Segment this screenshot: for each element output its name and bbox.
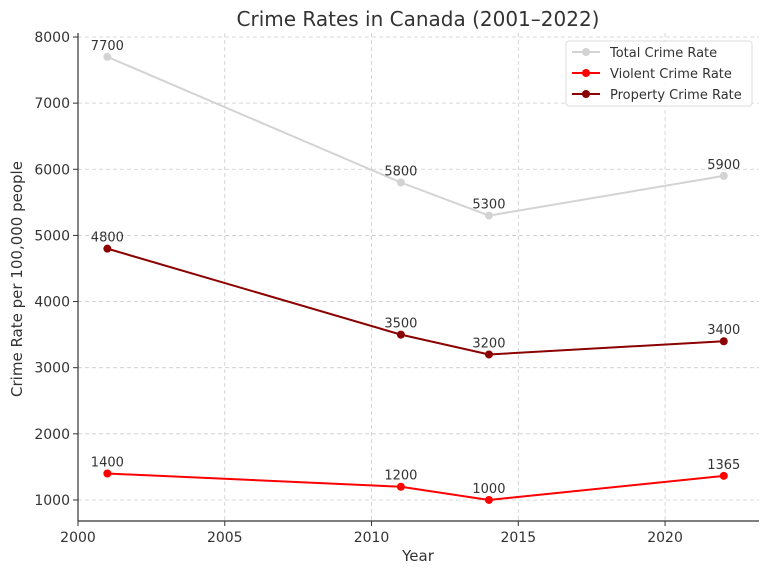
data-label: 1365	[707, 458, 740, 473]
series-line	[107, 472, 724, 501]
y-axis-label: Crime Rate per 100,000 people	[8, 161, 26, 397]
y-tick-label: 4000	[34, 295, 70, 311]
data-label: 3500	[384, 317, 417, 332]
data-label: 5300	[472, 198, 505, 213]
x-tick-label: 2020	[647, 530, 683, 546]
y-tick-label: 1000	[34, 493, 70, 509]
data-point	[484, 211, 493, 220]
data-label: 1000	[472, 482, 505, 497]
series-line	[107, 247, 724, 356]
x-tick-label: 2000	[60, 530, 96, 546]
y-tick-label: 8000	[34, 30, 70, 46]
chart-title: Crime Rates in Canada (2001–2022)	[237, 7, 600, 31]
series-property-crime-rate: 4800 3500 3200 3400	[91, 231, 740, 359]
legend-label: Property Crime Rate	[610, 88, 742, 103]
y-tick-label: 7000	[34, 96, 70, 112]
x-axis-label: Year	[401, 547, 435, 565]
legend-marker	[582, 48, 590, 56]
data-point	[103, 52, 112, 61]
data-label: 5900	[707, 158, 740, 173]
data-point	[396, 482, 405, 491]
legend-marker	[582, 69, 590, 77]
data-label: 4800	[91, 231, 124, 246]
data-point	[719, 337, 728, 346]
legend-marker	[582, 90, 590, 98]
data-point	[719, 171, 728, 180]
series-total-crime-rate: 7700 5800 5300 5900	[91, 39, 740, 220]
x-tick-label: 2005	[207, 530, 243, 546]
legend-box	[565, 40, 753, 107]
data-point	[103, 469, 112, 478]
data-point	[484, 495, 493, 504]
data-label: 1400	[91, 456, 124, 471]
series-line	[106, 55, 724, 217]
x-tick-label: 2015	[500, 530, 536, 546]
data-label: 7700	[91, 39, 124, 54]
data-label: 3400	[707, 323, 740, 338]
axes: 2000 2005 2010 2015 2020 1000 2000 3000 4000 5000…	[34, 30, 759, 546]
data-point	[396, 330, 405, 339]
data-point	[103, 244, 112, 253]
legend: Total Crime Rate Violent Crime Rate Proper…	[565, 40, 753, 107]
series-group: 7700 5800 5300 5900 1400 1200 1000 1365 4800 3500…	[91, 39, 740, 504]
y-tick-label: 3000	[34, 361, 70, 377]
legend-label: Violent Crime Rate	[610, 67, 732, 82]
data-point	[396, 178, 405, 187]
data-label: 5800	[384, 165, 417, 180]
legend-label: Total Crime Rate	[609, 46, 717, 61]
data-label: 3200	[472, 336, 505, 351]
data-point	[719, 471, 728, 480]
x-tick-label: 2010	[354, 530, 390, 546]
data-point	[484, 350, 493, 359]
series-violent-crime-rate: 1400 1200 1000 1365	[91, 456, 740, 504]
data-label: 1200	[384, 469, 417, 484]
y-tick-label: 6000	[34, 162, 70, 178]
y-tick-label: 2000	[34, 427, 70, 443]
y-tick-label: 5000	[34, 228, 70, 244]
